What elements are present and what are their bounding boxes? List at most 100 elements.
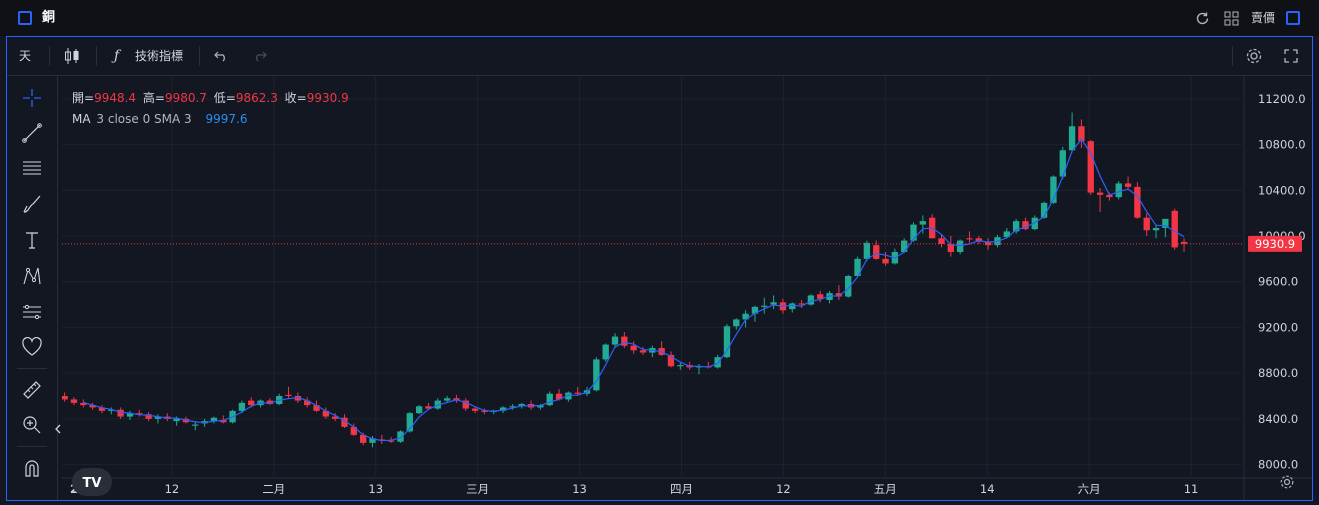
axis-settings-gear-icon[interactable] [1279, 474, 1295, 490]
candle-body [1162, 218, 1169, 228]
candle-body [304, 400, 311, 406]
candle-body [1171, 210, 1178, 248]
candle-body [1003, 231, 1010, 238]
candle-body [984, 241, 992, 246]
sell-price-button[interactable]: 賣價 [1251, 11, 1276, 25]
candle-body [770, 302, 777, 305]
candle-body [313, 405, 320, 411]
candle-body [667, 354, 675, 367]
forecast-tool-icon[interactable] [21, 301, 43, 323]
candle-body [677, 365, 684, 367]
x-tick-label: 四月 [670, 482, 693, 496]
candle-body [1012, 221, 1020, 232]
candle-body [1022, 221, 1029, 230]
candle-body [938, 238, 945, 244]
candle-body [947, 244, 955, 252]
candle-body [509, 406, 516, 408]
candle-body [285, 394, 292, 396]
last-price-label: 9930.9 [1255, 237, 1295, 251]
candle-body [546, 393, 553, 406]
right-panel-toggle-icon[interactable] [1286, 11, 1300, 25]
tradingview-logo: TV [72, 468, 112, 496]
candle-body [136, 413, 143, 415]
candle-body [593, 359, 600, 391]
zoom-in-icon[interactable] [21, 414, 43, 436]
candle-body [1068, 126, 1076, 151]
text-tool-icon[interactable] [21, 229, 43, 251]
x-tick-label: 三月 [466, 482, 489, 496]
ruler-icon[interactable] [21, 379, 43, 401]
pattern-tool-icon[interactable] [21, 265, 43, 287]
ma-legend[interactable]: MA 3 close 0 SMA 3 9997.6 [72, 112, 247, 126]
candlestick-chart[interactable]: 11200.010800.010400.010000.09600.09200.0… [61, 76, 1312, 500]
brush-icon[interactable] [21, 193, 43, 215]
candle-body [537, 405, 544, 408]
y-tick-label: 11200.0 [1258, 92, 1306, 106]
candle-body [173, 418, 180, 422]
candle-body [723, 326, 731, 358]
y-tick-label: 8400.0 [1258, 412, 1298, 426]
candle-body [826, 293, 833, 300]
x-tick-label: 13 [572, 482, 587, 496]
high-label: 高= [142, 91, 165, 105]
candle-body [565, 392, 572, 400]
candle-body [555, 393, 563, 400]
fullscreen-icon[interactable] [1284, 49, 1298, 63]
close-label: 收= [284, 91, 307, 105]
y-tick-label: 9600.0 [1258, 275, 1298, 289]
candlestick-type-icon[interactable] [64, 47, 80, 65]
candle-body [397, 431, 404, 442]
candle-body [574, 392, 581, 394]
y-tick-label: 8800.0 [1258, 366, 1298, 380]
candle-body [80, 402, 87, 406]
y-tick-label: 9200.0 [1258, 320, 1298, 334]
x-tick-label: 14 [980, 482, 995, 496]
candle-body [761, 305, 768, 307]
candle-body [882, 258, 889, 264]
redo-icon[interactable] [253, 50, 267, 62]
trend-line-icon[interactable] [21, 122, 43, 144]
magnet-icon[interactable] [21, 457, 43, 479]
candle-body [956, 240, 964, 252]
settings-gear-icon[interactable] [1245, 47, 1263, 65]
candle-body [1106, 194, 1113, 198]
candle-body [873, 245, 880, 259]
candle-body [108, 409, 115, 411]
candle-body [126, 413, 134, 417]
ma-line [83, 138, 1185, 442]
candle-body [751, 306, 759, 314]
candle-body [817, 294, 824, 299]
y-tick-label: 10800.0 [1258, 138, 1306, 152]
candle-body [61, 396, 68, 400]
drawing-toolbar [7, 76, 58, 500]
candle-body [1143, 217, 1150, 231]
candle-body [425, 406, 432, 409]
sidebar-toggle-icon[interactable] [18, 11, 32, 25]
x-tick-label: 12 [165, 482, 180, 496]
layout-grid-icon[interactable] [1224, 11, 1239, 26]
candle-body [1115, 183, 1122, 198]
candle-body [789, 303, 796, 310]
candle-body [98, 407, 106, 411]
candle-body [518, 404, 525, 407]
undo-icon[interactable] [214, 50, 228, 62]
crosshair-icon[interactable] [21, 87, 43, 109]
collapse-toolbar-chevron-icon[interactable] [54, 423, 62, 435]
ohlc-legend: 開=9948.4 高=9980.7 低=9862.3 收=9930.9 [72, 89, 349, 106]
candle-body [238, 402, 246, 411]
candle-body [733, 319, 740, 327]
interval-button[interactable]: 天 [19, 49, 32, 63]
candle-body [1152, 228, 1160, 231]
candle-body [854, 258, 861, 276]
refresh-icon[interactable] [1195, 11, 1210, 26]
horizontal-lines-icon[interactable] [21, 157, 43, 179]
heart-icon[interactable] [21, 336, 43, 358]
indicators-button[interactable]: 技術指標 [135, 49, 184, 63]
chart-area[interactable]: 11200.010800.010400.010000.09600.09200.0… [61, 76, 1312, 504]
candle-body [332, 416, 339, 419]
candle-body [350, 426, 358, 435]
candle-body [415, 406, 423, 414]
fx-icon[interactable]: ƒ [114, 48, 120, 64]
y-tick-label: 8000.0 [1258, 458, 1298, 472]
x-tick-label: 二月 [262, 482, 285, 496]
